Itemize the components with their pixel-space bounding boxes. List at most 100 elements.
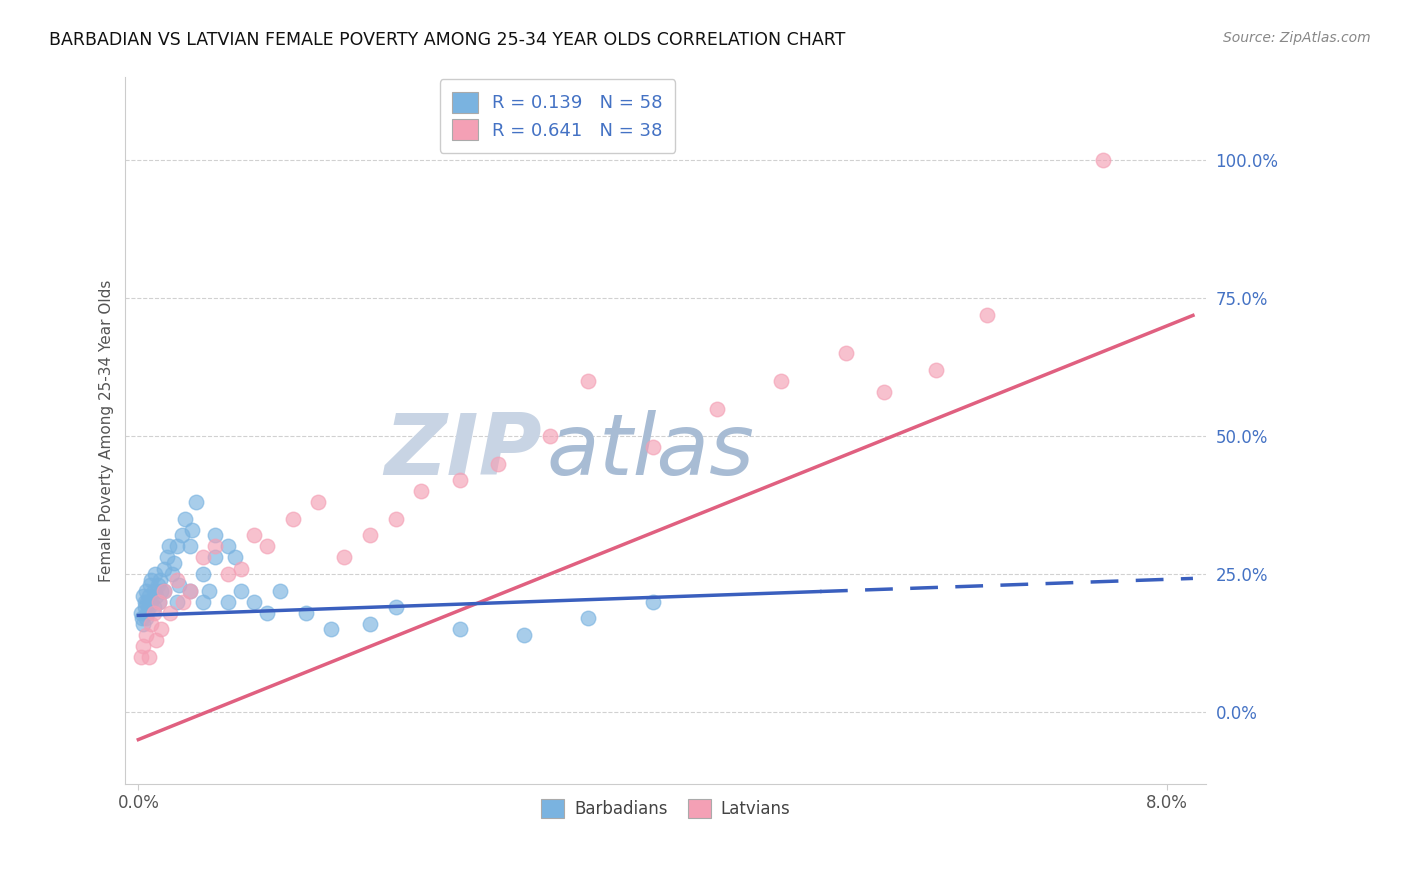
Point (150, 622, 173, 636)
Point (135, 583, 157, 598)
Point (191, 594, 214, 608)
Point (149, 573, 172, 587)
Point (135, 611, 157, 625)
Point (641, 594, 664, 608)
Point (169, 578, 191, 592)
Point (138, 600, 160, 615)
Point (359, 616, 381, 631)
Point (134, 600, 156, 615)
Text: atlas: atlas (547, 410, 755, 493)
Point (243, 528, 266, 542)
Point (179, 583, 201, 598)
Point (204, 540, 226, 554)
Point (256, 540, 278, 554)
Point (153, 561, 176, 575)
Point (131, 611, 153, 625)
Point (153, 583, 176, 598)
Point (243, 594, 266, 608)
Point (307, 495, 329, 509)
Point (1091, 153, 1114, 168)
Text: Source: ZipAtlas.com: Source: ZipAtlas.com (1223, 31, 1371, 45)
Point (181, 523, 204, 537)
Point (976, 308, 998, 322)
Point (141, 594, 163, 608)
Point (449, 473, 471, 487)
Point (770, 374, 793, 388)
Point (132, 589, 155, 603)
Point (231, 583, 253, 598)
Point (132, 639, 155, 653)
Point (136, 606, 159, 620)
Point (873, 384, 896, 399)
Point (333, 550, 356, 565)
Point (281, 512, 304, 526)
Point (198, 583, 221, 598)
Point (294, 606, 316, 620)
Point (166, 594, 188, 608)
Point (513, 628, 536, 642)
Point (321, 622, 343, 636)
Point (578, 374, 600, 388)
Point (153, 583, 176, 598)
Point (163, 556, 186, 570)
Point (141, 616, 163, 631)
Point (142, 600, 165, 615)
Point (136, 594, 159, 608)
Point (173, 512, 195, 526)
Point (132, 616, 155, 631)
Point (641, 440, 664, 454)
Point (145, 589, 167, 603)
Point (166, 540, 188, 554)
Point (269, 583, 291, 598)
Point (231, 561, 253, 575)
Point (142, 606, 165, 620)
Point (156, 550, 179, 565)
Point (217, 540, 239, 554)
Point (217, 567, 239, 582)
Point (204, 528, 226, 542)
Point (706, 401, 728, 416)
Point (134, 594, 156, 608)
Point (138, 649, 160, 664)
Y-axis label: Female Poverty Among 25-34 Year Olds: Female Poverty Among 25-34 Year Olds (100, 279, 114, 582)
Point (179, 583, 201, 598)
Point (159, 606, 181, 620)
Point (384, 600, 406, 615)
Text: BARBADIAN VS LATVIAN FEMALE POVERTY AMONG 25-34 YEAR OLDS CORRELATION CHART: BARBADIAN VS LATVIAN FEMALE POVERTY AMON… (49, 31, 845, 49)
Point (129, 606, 152, 620)
Point (148, 594, 170, 608)
Point (145, 633, 167, 648)
Point (204, 550, 226, 565)
Point (170, 528, 193, 542)
Point (142, 583, 165, 598)
Text: ZIP: ZIP (384, 410, 541, 493)
Point (172, 594, 194, 608)
Point (186, 495, 208, 509)
Point (157, 540, 180, 554)
Point (135, 628, 157, 642)
Point (148, 594, 170, 608)
Legend: Barbadians, Latvians: Barbadians, Latvians (534, 792, 797, 825)
Point (359, 528, 381, 542)
Point (141, 573, 163, 587)
Point (160, 567, 183, 582)
Point (166, 573, 188, 587)
Point (191, 567, 214, 582)
Point (146, 578, 169, 592)
Point (538, 429, 561, 443)
Point (834, 346, 856, 360)
Point (138, 589, 160, 603)
Point (925, 363, 948, 377)
Point (384, 512, 406, 526)
Point (411, 484, 433, 499)
Point (179, 540, 201, 554)
Point (256, 606, 278, 620)
Point (488, 457, 510, 471)
Point (129, 649, 152, 664)
Point (449, 622, 471, 636)
Point (150, 583, 173, 598)
Point (224, 550, 246, 565)
Point (143, 567, 166, 582)
Point (139, 578, 162, 592)
Point (191, 550, 214, 565)
